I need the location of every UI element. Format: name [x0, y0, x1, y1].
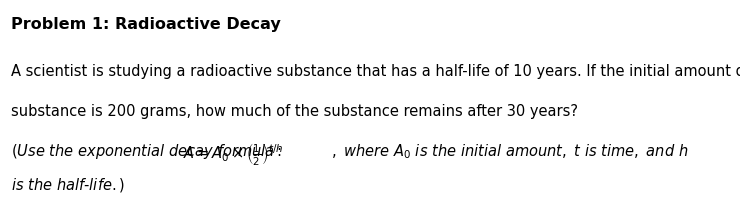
Text: A scientist is studying a radioactive substance that has a half-life of 10 years: A scientist is studying a radioactive su… — [11, 64, 740, 79]
Text: Problem 1: Radioactive Decay: Problem 1: Radioactive Decay — [11, 17, 280, 32]
Text: substance is 200 grams, how much of the substance remains after 30 years?: substance is 200 grams, how much of the … — [11, 104, 578, 119]
Text: $A = A_0 \times \left(\frac{1}{2}\right)^{t/h}$: $A = A_0 \times \left(\frac{1}{2}\right)… — [184, 142, 283, 168]
Text: $\it{(Use\ the\ exponential\ decay\ formula{:}\ }$: $\it{(Use\ the\ exponential\ decay\ form… — [11, 142, 282, 161]
Text: $\it{is\ the\ half\text{-}life.)}$: $\it{is\ the\ half\text{-}life.)}$ — [11, 176, 125, 194]
Text: $\it{,\ where\ A_0\ is\ the\ initial\ amount,\ t\ is\ time,\ and\ h}$: $\it{,\ where\ A_0\ is\ the\ initial\ am… — [332, 142, 689, 161]
